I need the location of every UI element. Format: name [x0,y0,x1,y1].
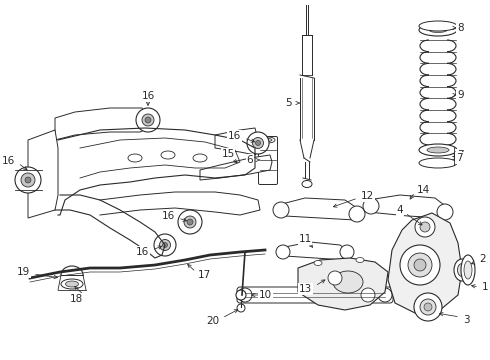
Circle shape [163,243,168,248]
Circle shape [361,288,375,302]
Text: 16: 16 [2,156,15,166]
Text: 7: 7 [456,153,463,163]
Circle shape [25,177,31,183]
Circle shape [424,303,432,311]
Circle shape [328,271,342,285]
Ellipse shape [461,255,475,285]
Polygon shape [215,128,258,155]
Circle shape [252,138,264,148]
Text: 10: 10 [259,290,272,300]
FancyBboxPatch shape [237,287,393,303]
Text: 9: 9 [457,90,464,100]
Polygon shape [200,155,272,180]
Circle shape [400,245,440,285]
Circle shape [349,206,365,222]
Circle shape [420,222,430,232]
Circle shape [178,210,202,234]
Circle shape [414,293,442,321]
Ellipse shape [61,279,83,289]
Circle shape [340,245,354,259]
Ellipse shape [66,281,78,287]
Ellipse shape [264,139,272,141]
Text: 14: 14 [417,185,430,195]
Ellipse shape [333,271,363,293]
Ellipse shape [128,154,142,162]
Text: 7: 7 [457,150,464,160]
Circle shape [378,288,392,302]
Text: 18: 18 [70,294,83,304]
Text: 20: 20 [206,316,219,326]
Text: 17: 17 [198,270,211,280]
Circle shape [255,140,261,145]
Text: 16: 16 [136,247,149,257]
Circle shape [276,245,290,259]
Text: 13: 13 [299,284,312,294]
Text: 12: 12 [361,191,374,201]
Text: 19: 19 [17,267,30,277]
Text: 16: 16 [162,211,175,221]
Ellipse shape [419,144,457,156]
Circle shape [236,290,246,300]
Polygon shape [368,195,448,218]
Ellipse shape [314,261,322,266]
Ellipse shape [161,151,175,159]
Text: 3: 3 [463,315,469,325]
Ellipse shape [458,264,466,276]
Ellipse shape [302,180,312,188]
Circle shape [154,234,176,256]
Text: 5: 5 [285,98,292,108]
Ellipse shape [419,158,457,168]
Circle shape [145,117,151,123]
Polygon shape [55,108,148,140]
Circle shape [247,132,269,154]
Text: 4: 4 [396,205,403,215]
Circle shape [160,239,171,251]
Circle shape [136,108,160,132]
Circle shape [187,219,193,225]
Polygon shape [28,130,58,218]
Ellipse shape [419,21,457,31]
Text: 6: 6 [246,155,253,165]
Polygon shape [298,258,388,310]
Ellipse shape [261,137,275,143]
Ellipse shape [429,27,447,32]
Circle shape [21,173,35,187]
Circle shape [408,253,432,277]
Text: 1: 1 [482,282,489,292]
Circle shape [273,202,289,218]
Circle shape [437,204,453,220]
Circle shape [184,216,196,228]
Circle shape [15,167,41,193]
Text: 16: 16 [142,91,155,101]
Circle shape [414,259,426,271]
Circle shape [238,288,252,302]
Ellipse shape [464,261,472,279]
Circle shape [415,217,435,237]
Polygon shape [388,213,462,313]
Ellipse shape [193,154,207,162]
Circle shape [142,114,154,126]
FancyBboxPatch shape [259,136,277,184]
Polygon shape [278,198,360,220]
Ellipse shape [454,259,470,281]
Text: 2: 2 [479,254,486,264]
Circle shape [237,304,245,312]
Ellipse shape [419,24,457,36]
Polygon shape [280,242,350,260]
Ellipse shape [427,147,449,153]
Text: 16: 16 [228,131,241,141]
Text: 15: 15 [221,149,235,159]
Circle shape [420,299,436,315]
Text: 8: 8 [457,23,464,33]
Circle shape [363,198,379,214]
Ellipse shape [356,257,364,262]
Text: 11: 11 [298,234,312,244]
